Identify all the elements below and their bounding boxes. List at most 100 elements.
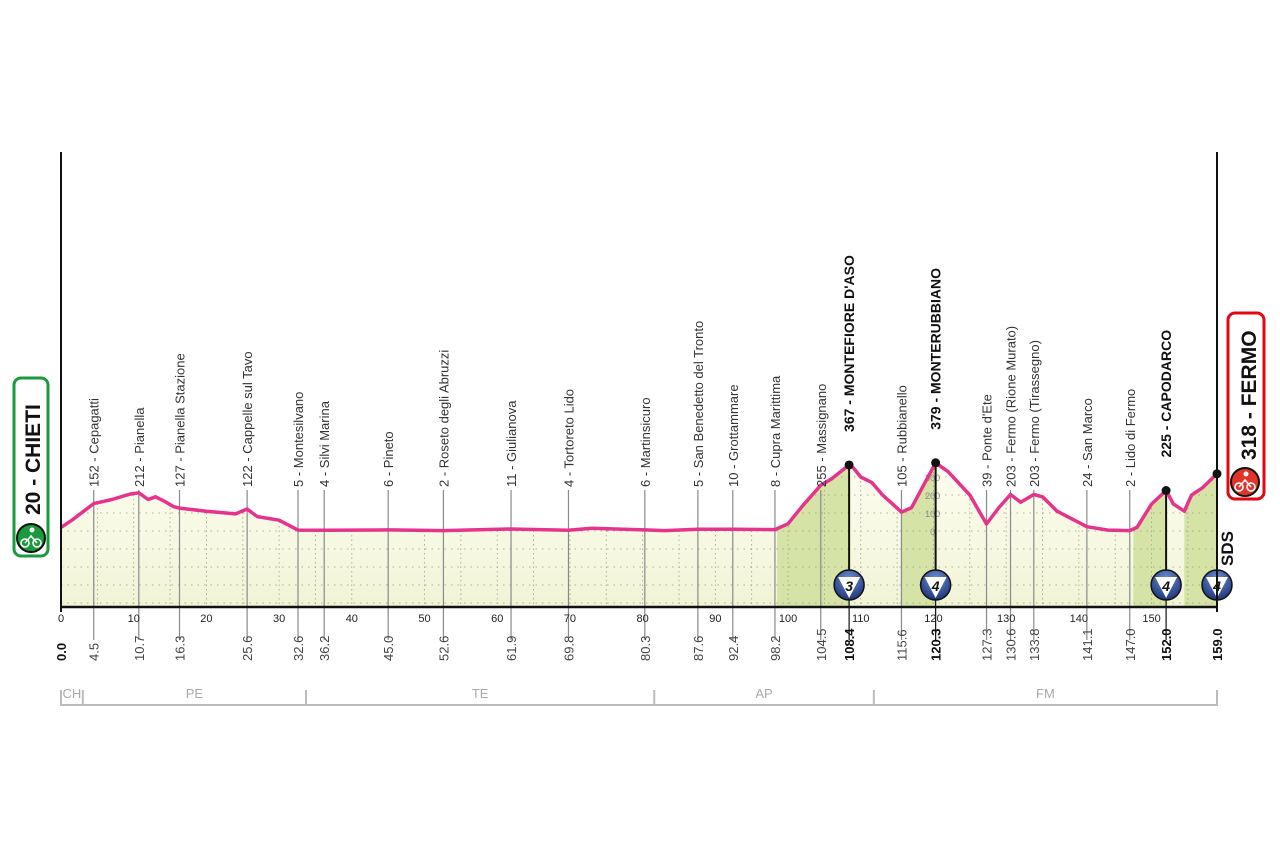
waypoint-label: 2 - Roseto degli Abruzzi: [436, 350, 451, 487]
sds-logo: SDS: [1218, 531, 1237, 566]
elevation-scale-label: 0: [930, 527, 935, 537]
waypoint-label: 24 - San Marco: [1080, 398, 1095, 487]
waypoint-km: 108.4: [842, 628, 857, 661]
waypoint-km: 133.8: [1027, 628, 1042, 661]
waypoint-km: 4.5: [87, 643, 102, 661]
summit-dot: [844, 460, 854, 470]
waypoint-km: 147.0: [1123, 628, 1138, 661]
climb-triangle-icon: [1155, 577, 1178, 598]
distance-axis: 0 10 20 30 40 50 60 70 80 90 100 110 120 130 140 150: [58, 152, 1218, 625]
finish-cyclist-icon: [1230, 467, 1260, 497]
waypoint-label: 4 - Tortoreto Lido: [561, 389, 576, 487]
region-bar: CH PE TE AP FM: [60, 686, 1218, 706]
summit-dot: [931, 458, 941, 468]
waypoint-label: 127 - Pianella Stazione: [173, 353, 188, 487]
waypoint-label: 39 - Ponte d'Ete: [980, 394, 995, 487]
climb-triangle-icon: [838, 577, 861, 598]
x-tick-label: 90: [709, 613, 721, 625]
waypoint-km: 130.6: [1004, 628, 1019, 661]
elevation-scale-label: 200: [925, 491, 940, 501]
waypoint-label: 367 - MONTEFIORE D'ASO: [841, 255, 857, 432]
climb-category-marker: 4: [919, 569, 952, 601]
x-tick-label: 0: [58, 613, 64, 625]
waypoint-label: 10 - Grottammare: [726, 384, 741, 487]
waypoint-lines: [93, 462, 1168, 640]
region-label: AP: [755, 686, 772, 701]
x-tick-label: 130: [997, 613, 1015, 625]
waypoint-km: 115.6: [894, 629, 909, 661]
climb-triangle-icon: [924, 577, 947, 598]
waypoint-km: 159.0: [1210, 628, 1225, 661]
waypoint-label: 122 - Cappelle sul Tavo: [240, 351, 255, 487]
x-tick-label: 30: [273, 613, 285, 625]
waypoint-km: 80.3: [638, 636, 653, 661]
x-tick-label: 150: [1142, 613, 1160, 625]
x-tick-label: 120: [924, 613, 942, 625]
waypoint-label: 4 - Silvi Marina: [317, 400, 332, 487]
waypoint-km: 152.0: [1159, 628, 1174, 661]
x-tick-label: 20: [200, 613, 212, 625]
climb-category: 4: [931, 578, 940, 594]
waypoint-km: 0.0: [54, 643, 69, 661]
waypoint-km: 61.9: [504, 636, 519, 661]
waypoint-km: 36.2: [317, 636, 332, 661]
finish-badge: 318 - FERMO: [1226, 311, 1266, 501]
x-tick-label: 110: [852, 613, 870, 625]
waypoint-km: 45.0: [381, 636, 396, 661]
region-label: FM: [1036, 686, 1055, 701]
x-tick-label: 50: [418, 613, 430, 625]
waypoint-label: 212 - Pianella: [132, 407, 147, 487]
finish-badge-frame: [1226, 311, 1266, 501]
region-label: TE: [472, 686, 489, 701]
start-badge-frame: [12, 376, 50, 558]
climb-category: 4: [1161, 578, 1170, 594]
climb-category-marker: 3: [833, 569, 865, 601]
waypoint-label: 152 - Cepagatti: [87, 398, 102, 487]
climb-category-marker: 4: [1150, 569, 1182, 601]
waypoint-km: 87.6: [691, 636, 706, 661]
waypoint-label: 225 - CAPODARCO: [1158, 330, 1174, 458]
finish-label: 318 - FERMO: [1238, 330, 1261, 460]
waypoint-km: 141.1: [1080, 628, 1095, 661]
climb-category: 3: [845, 578, 853, 594]
waypoint-km: 10.7: [132, 636, 147, 661]
waypoint-label: 379 - MONTERUBBIANO: [928, 268, 944, 430]
waypoint-km: 52.6: [436, 636, 451, 661]
elevation-scale-label: 100: [925, 509, 940, 519]
waypoint-km: 127.3: [980, 628, 995, 661]
waypoint-km: 69.8: [561, 636, 576, 661]
x-tick-label: 80: [637, 613, 649, 625]
waypoint-km: 104.5: [814, 628, 829, 661]
waypoint-label: 203 - Fermo (Rione Murato): [1004, 326, 1019, 487]
x-tick-label: 70: [564, 613, 576, 625]
waypoint-km: 120.3: [929, 628, 944, 661]
climb-zone-fill: [1184, 462, 1217, 607]
region-label: PE: [186, 686, 204, 701]
waypoint-label: 6 - Martinsicuro: [638, 397, 653, 487]
waypoint-km: 16.3: [173, 636, 188, 661]
x-tick-label: 10: [128, 613, 140, 625]
region-label: CH: [63, 686, 82, 701]
waypoint-label: 2 - Lido di Fermo: [1123, 389, 1138, 487]
x-tick-label: 60: [491, 613, 503, 625]
elevation-scale-label: 300: [925, 473, 940, 483]
start-cyclist-icon: [16, 523, 46, 553]
waypoint-km: 92.4: [726, 636, 741, 661]
waypoint-label: 6 - Pineto: [381, 431, 396, 487]
waypoint-label: 5 - Montesilvano: [291, 392, 306, 487]
waypoint-labels: 0.0 152 - Cepagatti 4.5 212 - Pianella 10.7 1…: [54, 255, 1225, 661]
x-tick-label: 140: [1070, 613, 1088, 625]
waypoint-km: 98.2: [768, 636, 783, 661]
x-tick-label: 100: [779, 613, 797, 625]
waypoint-label: 8 - Cupra Marittima: [768, 375, 783, 487]
x-tick-label: 40: [346, 613, 358, 625]
waypoint-km: 32.6: [291, 636, 306, 661]
waypoint-label: 105 - Rubbianello: [894, 385, 909, 487]
waypoint-km: 25.6: [240, 636, 255, 661]
waypoint-label: 203 - Fermo (Tirassegno): [1027, 340, 1042, 487]
waypoint-label: 11 - Giulianova: [504, 400, 519, 487]
start-label: 20 - CHIETI: [22, 404, 45, 515]
summit-dot: [1161, 486, 1171, 495]
waypoint-label: 5 - San Benedetto del Tronto: [691, 321, 706, 487]
